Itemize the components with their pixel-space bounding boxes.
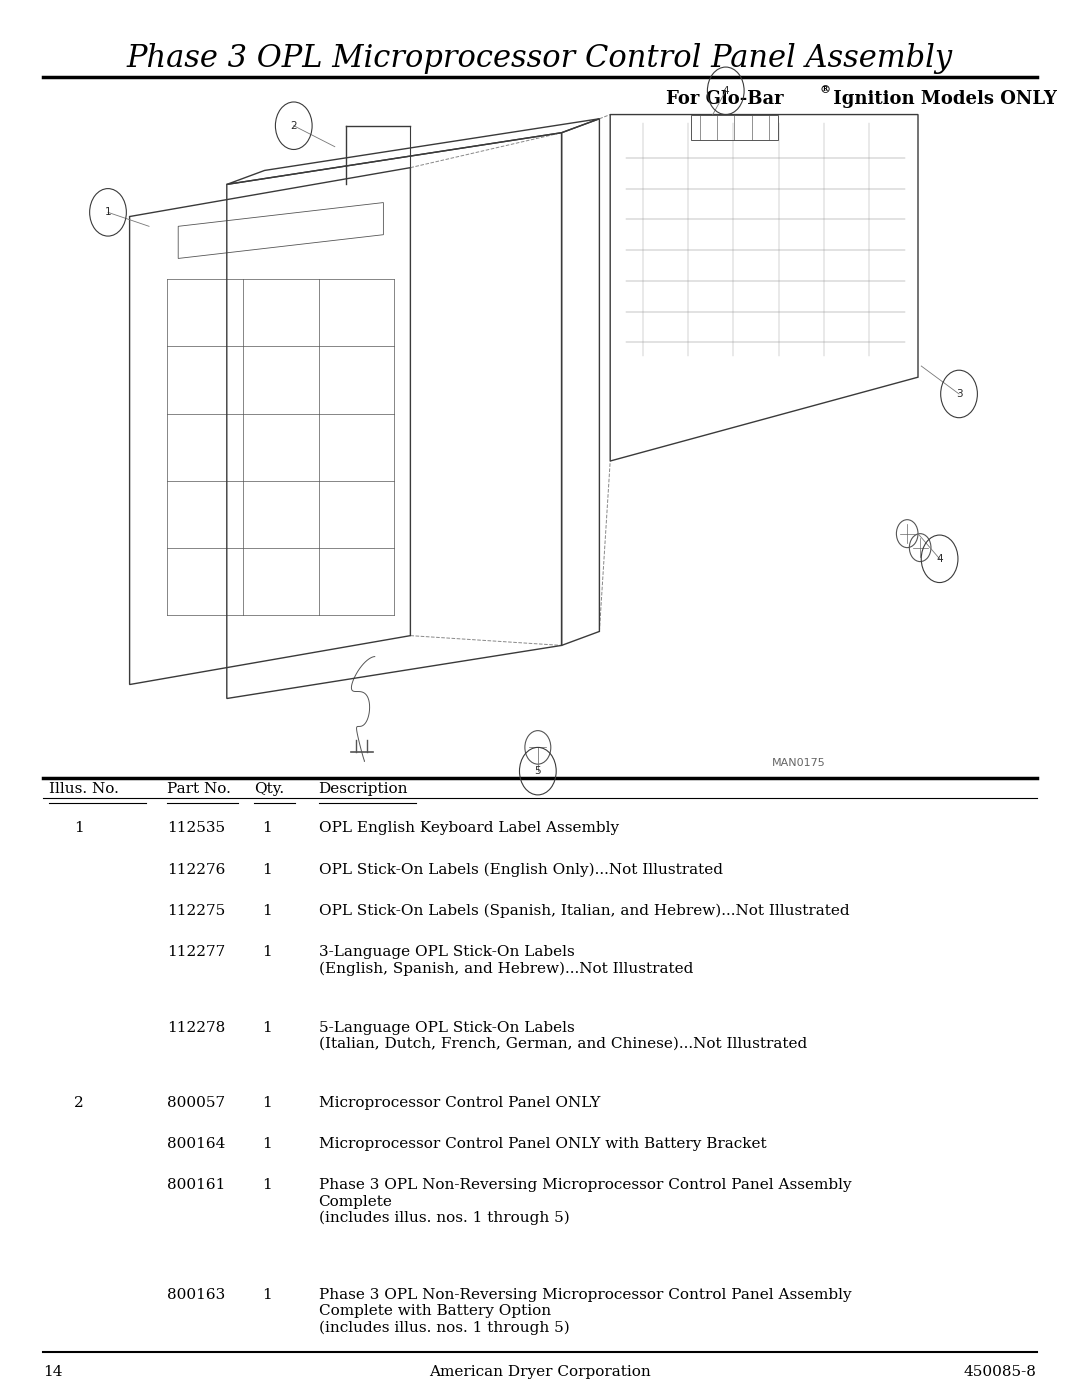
Text: 1: 1 [73, 821, 84, 835]
Text: 1: 1 [261, 1021, 272, 1035]
Text: 112278: 112278 [167, 1021, 226, 1035]
Text: 5: 5 [535, 766, 541, 777]
Text: OPL Stick-On Labels (English Only)...Not Illustrated: OPL Stick-On Labels (English Only)...Not… [319, 863, 723, 877]
Text: OPL Stick-On Labels (Spanish, Italian, and Hebrew)...Not Illustrated: OPL Stick-On Labels (Spanish, Italian, a… [319, 904, 849, 918]
Text: 450085-8: 450085-8 [964, 1365, 1037, 1379]
Text: 3-Language OPL Stick-On Labels
(English, Spanish, and Hebrew)...Not Illustrated: 3-Language OPL Stick-On Labels (English,… [319, 946, 693, 975]
Text: For Glo-Bar: For Glo-Bar [666, 91, 784, 108]
Text: Illus. No.: Illus. No. [49, 782, 119, 796]
Text: 800161: 800161 [167, 1179, 226, 1193]
Text: Phase 3 OPL Non-Reversing Microprocessor Control Panel Assembly
Complete
(includ: Phase 3 OPL Non-Reversing Microprocessor… [319, 1179, 851, 1225]
Text: Phase 3 OPL Non-Reversing Microprocessor Control Panel Assembly
Complete with Ba: Phase 3 OPL Non-Reversing Microprocessor… [319, 1288, 851, 1336]
Text: 5-Language OPL Stick-On Labels
(Italian, Dutch, French, German, and Chinese)...N: 5-Language OPL Stick-On Labels (Italian,… [319, 1021, 807, 1051]
Text: 112535: 112535 [167, 821, 226, 835]
Text: 1: 1 [261, 904, 272, 918]
Text: 112277: 112277 [167, 946, 226, 960]
Text: ®: ® [820, 84, 831, 95]
Text: 4: 4 [936, 553, 943, 564]
Text: Phase 3 OPL Microprocessor Control Panel Assembly: Phase 3 OPL Microprocessor Control Panel… [127, 43, 953, 74]
Text: 1: 1 [261, 946, 272, 960]
Text: 4: 4 [723, 85, 729, 96]
Text: 800057: 800057 [167, 1097, 226, 1111]
Text: Microprocessor Control Panel ONLY with Battery Bracket: Microprocessor Control Panel ONLY with B… [319, 1137, 766, 1151]
Text: 2: 2 [73, 1097, 84, 1111]
Text: 14: 14 [43, 1365, 63, 1379]
Text: 1: 1 [261, 1288, 272, 1302]
Text: 800164: 800164 [167, 1137, 226, 1151]
Text: 112275: 112275 [167, 904, 226, 918]
Text: Part No.: Part No. [167, 782, 231, 796]
Text: 1: 1 [261, 863, 272, 877]
Text: 1: 1 [105, 207, 111, 218]
Text: OPL English Keyboard Label Assembly: OPL English Keyboard Label Assembly [319, 821, 619, 835]
Text: Qty.: Qty. [254, 782, 284, 796]
Text: MAN0175: MAN0175 [772, 757, 826, 768]
Text: Ignition Models ONLY: Ignition Models ONLY [827, 91, 1057, 108]
Text: 1: 1 [261, 1137, 272, 1151]
Text: Microprocessor Control Panel ONLY: Microprocessor Control Panel ONLY [319, 1097, 600, 1111]
Text: American Dryer Corporation: American Dryer Corporation [429, 1365, 651, 1379]
Text: 1: 1 [261, 1097, 272, 1111]
Text: 800163: 800163 [167, 1288, 226, 1302]
Text: 1: 1 [261, 1179, 272, 1193]
Text: 1: 1 [261, 821, 272, 835]
Text: 112276: 112276 [167, 863, 226, 877]
Text: 2: 2 [291, 120, 297, 131]
Text: Description: Description [319, 782, 408, 796]
Text: 3: 3 [956, 388, 962, 400]
